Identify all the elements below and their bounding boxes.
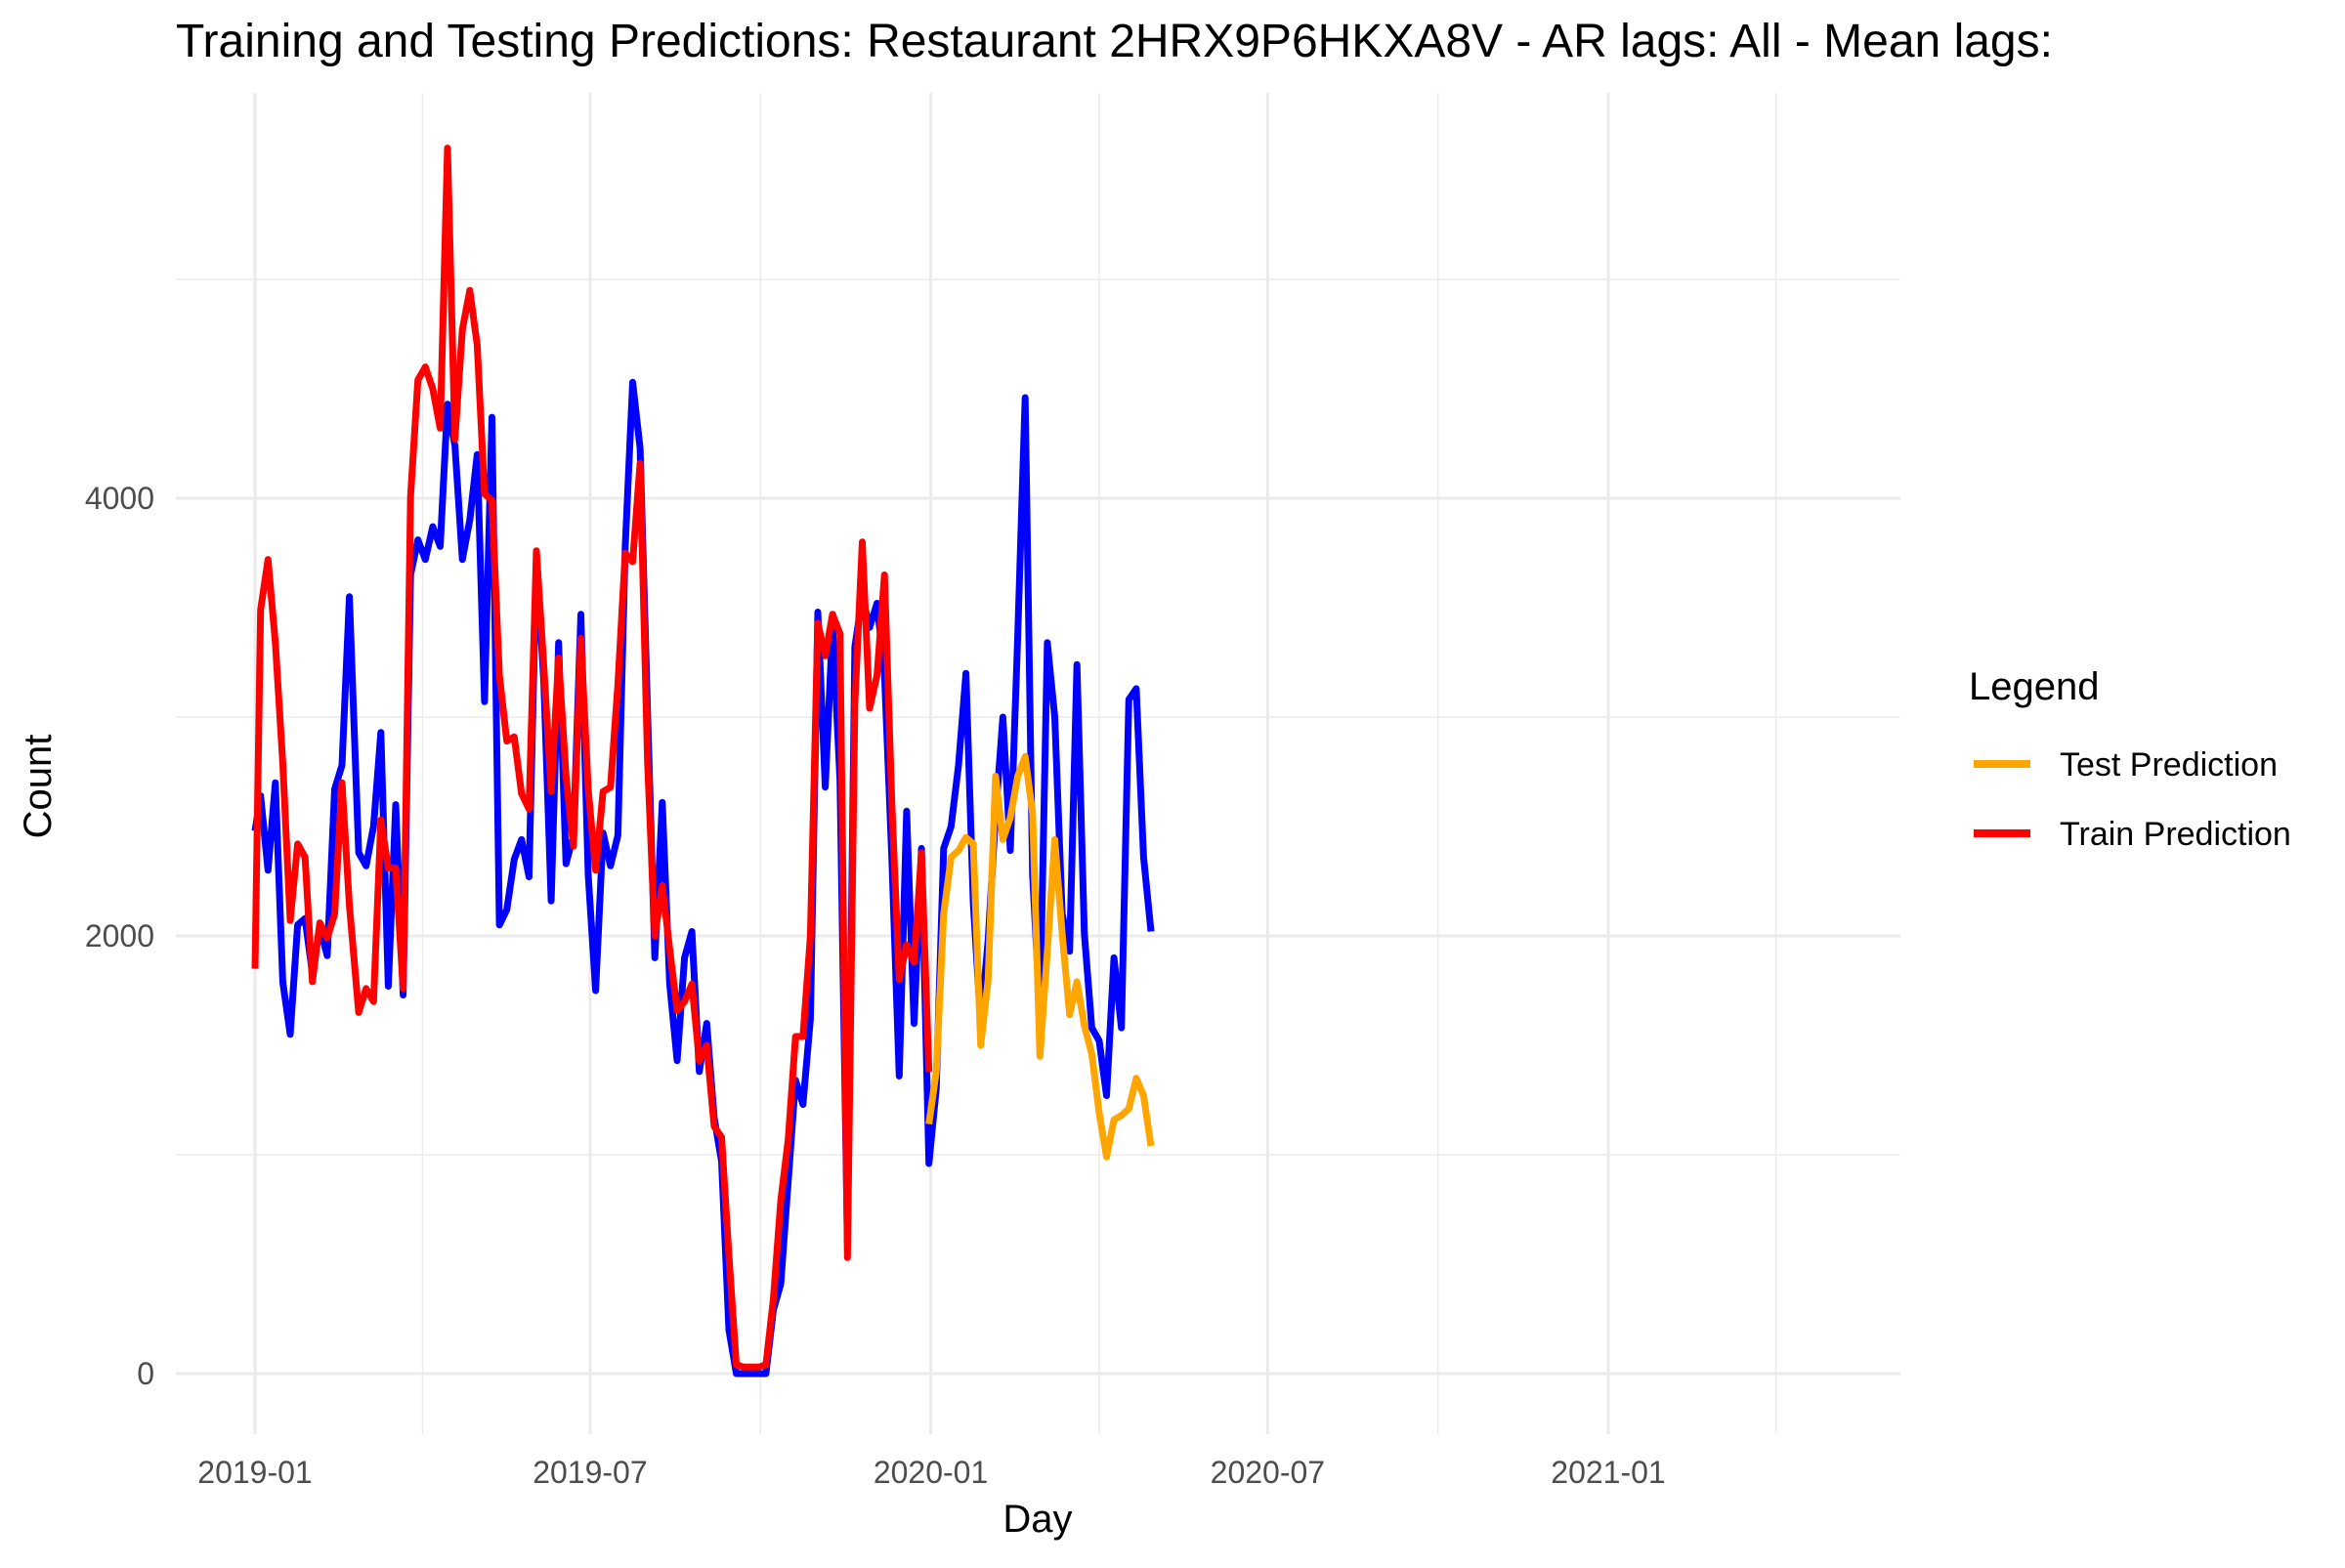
series-line-test — [925, 752, 1155, 1161]
chart-title: Training and Testing Predictions: Restau… — [176, 16, 2053, 67]
series-line-actual — [251, 378, 1155, 1377]
x-tick-label: 2021-01 — [1551, 1455, 1665, 1490]
y-tick-label: 4000 — [85, 481, 154, 516]
x-axis-label: Day — [1002, 1498, 1072, 1541]
legend: Legend Test Prediction Train Prediction — [1969, 665, 2291, 853]
series-layer — [251, 145, 1155, 1377]
x-tick-label: 2020-07 — [1211, 1455, 1325, 1490]
axis-labels: 0 2000 4000 2019-01 2019-07 2020-01 2020-07 202… — [85, 481, 1666, 1490]
series-line-train — [251, 145, 933, 1371]
grid — [176, 93, 1900, 1434]
legend-label-train: Train Prediction — [2060, 816, 2291, 853]
legend-label-test: Test Prediction — [2060, 746, 2278, 784]
y-axis-label: Count — [17, 735, 60, 839]
x-tick-label: 2020-01 — [874, 1455, 988, 1490]
x-tick-label: 2019-07 — [533, 1455, 647, 1490]
legend-title: Legend — [1969, 665, 2099, 708]
y-tick-label: 2000 — [85, 918, 154, 954]
y-tick-label: 0 — [137, 1356, 154, 1391]
x-tick-label: 2019-01 — [197, 1455, 312, 1490]
